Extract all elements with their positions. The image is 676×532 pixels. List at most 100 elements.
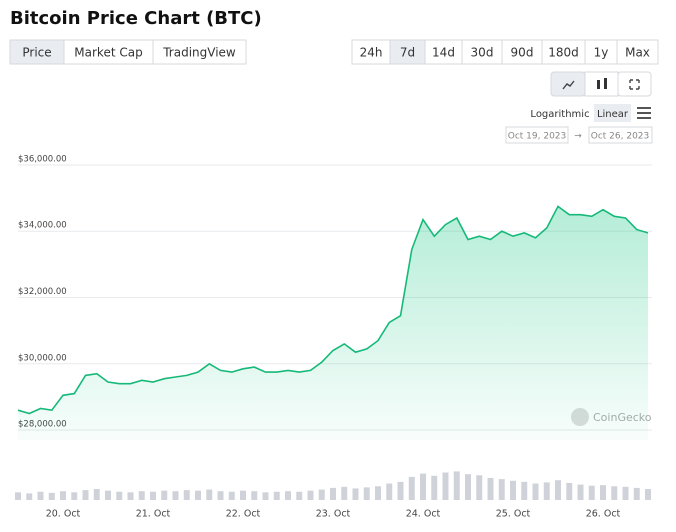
range-label: 24h	[360, 46, 383, 60]
volume-bar	[195, 490, 201, 500]
range-label: 1y	[594, 46, 609, 60]
volume-bar	[26, 493, 33, 500]
volume-bar	[498, 479, 505, 500]
range-button[interactable]	[616, 39, 659, 65]
scale-option[interactable]: Linear	[597, 109, 629, 120]
volume-bar	[622, 486, 629, 500]
x-tick-label: 24. Oct	[406, 509, 441, 520]
volume-bar	[555, 480, 561, 500]
volume-bar	[285, 491, 291, 500]
tab-label: TradingView	[162, 46, 236, 60]
volume-bar	[240, 490, 246, 500]
volume-bar	[183, 490, 190, 500]
line-icon	[562, 80, 575, 90]
volume-bar	[138, 491, 145, 500]
x-tick-label: 21. Oct	[136, 509, 171, 520]
volume-bar	[487, 478, 494, 500]
range-label: 180d	[548, 46, 579, 60]
candle-icon	[604, 78, 607, 89]
volume-bar	[307, 490, 314, 500]
volume-bar	[48, 492, 55, 500]
volume-bar	[71, 492, 78, 500]
fullscreen-button[interactable]	[617, 71, 652, 97]
range-label: 90d	[511, 46, 534, 60]
volume-bar	[431, 475, 438, 500]
volume-bar	[577, 484, 584, 500]
volume-bar	[611, 486, 618, 500]
volume-bar	[228, 491, 235, 500]
area	[18, 206, 648, 440]
volume-bar	[633, 487, 640, 500]
y-tick-label: $32,000.00	[18, 287, 67, 297]
volume-bar	[442, 472, 449, 500]
volume-bar	[105, 490, 111, 500]
volume-bar	[296, 491, 303, 500]
volume-bar	[37, 491, 44, 500]
x-tick-label: 23. Oct	[316, 509, 351, 520]
range-label: 14d	[432, 46, 455, 60]
volume-bar	[532, 483, 539, 500]
menu-icon[interactable]	[637, 107, 651, 119]
volume-bar	[15, 492, 21, 500]
volume-bar	[476, 475, 483, 500]
volume-bar	[273, 491, 280, 500]
x-tick-label: 22. Oct	[226, 509, 261, 520]
volume-bar	[127, 492, 134, 500]
candle-chart-button[interactable]	[584, 71, 619, 97]
fullscreen-icon	[629, 79, 640, 90]
volume-bar	[93, 489, 100, 500]
volume-bar	[465, 474, 471, 500]
candle-icon	[597, 80, 600, 89]
tab-label: Price	[22, 46, 51, 60]
range-button[interactable]	[389, 39, 426, 65]
volume-bar	[217, 491, 224, 500]
volume-bar	[600, 485, 606, 500]
date-from: Oct 19, 2023	[508, 132, 567, 142]
range-button[interactable]	[461, 39, 503, 65]
volume-bar	[318, 489, 325, 500]
tab-button[interactable]	[63, 39, 154, 65]
volume-bar	[453, 471, 460, 500]
volume-bar	[352, 488, 359, 500]
range-label: Max	[625, 46, 650, 60]
volume-bar	[408, 476, 415, 500]
range-button[interactable]	[424, 39, 463, 65]
volume-bar	[82, 490, 89, 500]
date-to-box[interactable]	[588, 126, 653, 144]
volume-bar	[521, 481, 528, 500]
tab-label: Market Cap	[74, 46, 142, 60]
range-button[interactable]	[501, 39, 543, 65]
volume-bar	[206, 489, 213, 500]
y-tick-label: $34,000.00	[18, 221, 67, 231]
chart-style-buttons	[550, 71, 652, 97]
volume-bar	[251, 491, 258, 500]
volume-bar	[341, 486, 348, 500]
range-label: 30d	[471, 46, 494, 60]
volume-bar	[510, 480, 516, 500]
date-arrow: →	[574, 132, 582, 142]
line	[17, 205, 649, 415]
date-from-box[interactable]	[505, 126, 569, 144]
volume-bar	[330, 487, 336, 500]
volume-bar	[172, 491, 179, 500]
volume-bar	[566, 482, 573, 500]
volume-bar	[543, 482, 550, 500]
scale-selected	[594, 104, 631, 122]
y-tick-label: $36,000.00	[18, 154, 67, 164]
date-to: Oct 26, 2023	[591, 132, 650, 142]
range-button[interactable]	[584, 39, 618, 65]
x-tick-label: 26. Oct	[586, 509, 621, 520]
volume-bar	[150, 491, 156, 500]
x-tick-label: 25. Oct	[496, 509, 531, 520]
volume-bar	[645, 489, 651, 500]
scale-option[interactable]: Logarithmic	[530, 109, 589, 120]
volume-bar	[420, 473, 426, 500]
volume-bar	[397, 481, 404, 500]
volume-bar	[116, 491, 123, 500]
chart-title: Bitcoin Price Chart (BTC)	[10, 8, 262, 29]
tab-button[interactable]	[152, 39, 247, 65]
volume-bar	[262, 492, 269, 500]
volume-bar	[60, 491, 66, 500]
range-label: 7d	[400, 46, 415, 60]
